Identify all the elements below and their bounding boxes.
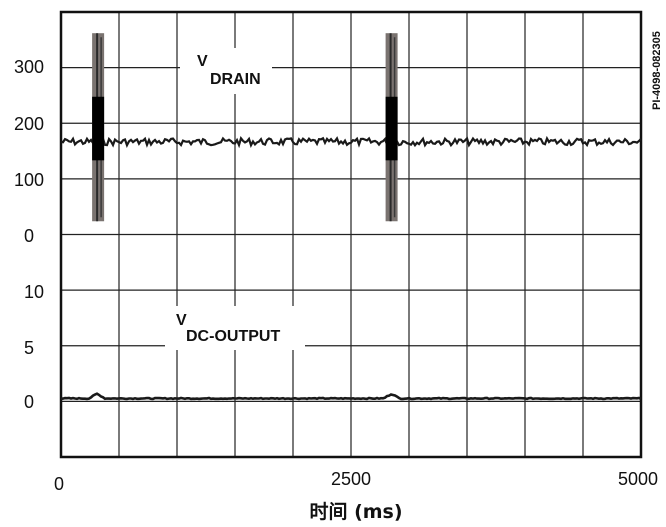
output-label-prefix: V bbox=[176, 312, 187, 329]
y-tick-label: 10 bbox=[24, 282, 44, 302]
grid-lines bbox=[61, 12, 641, 457]
y-tick-label: 5 bbox=[24, 338, 34, 358]
output-label-bg bbox=[165, 306, 305, 350]
output-label: V DC-OUTPUT bbox=[176, 312, 280, 345]
x-axis-label: 时间 (ms) bbox=[309, 501, 402, 523]
y-tick-labels: 300 200 100 0 10 5 0 bbox=[14, 57, 44, 412]
drain-trace bbox=[60, 135, 642, 149]
output-trace bbox=[60, 392, 642, 401]
y-tick-label: 0 bbox=[24, 392, 34, 412]
series-layer bbox=[60, 33, 642, 401]
output-label-subscript: DC-OUTPUT bbox=[186, 328, 280, 345]
drain-spike-core bbox=[92, 96, 105, 161]
plot-frame bbox=[59, 10, 643, 459]
drain-label-subscript: DRAIN bbox=[210, 71, 261, 88]
part-number: PI-4098-082305 bbox=[651, 31, 663, 110]
drain-label-bg bbox=[180, 48, 272, 94]
x-tick-label: 2500 bbox=[331, 469, 371, 489]
y-tick-label: 300 bbox=[14, 57, 44, 77]
x-tick-label: 0 bbox=[54, 474, 64, 494]
drain-label-prefix: V bbox=[197, 53, 208, 70]
y-tick-label: 0 bbox=[24, 226, 34, 246]
drain-label: V DRAIN bbox=[197, 53, 261, 88]
y-tick-label: 200 bbox=[14, 114, 44, 134]
drain-spike-core bbox=[385, 96, 398, 161]
y-tick-label: 100 bbox=[14, 170, 44, 190]
x-tick-labels: 0 2500 5000 bbox=[54, 469, 658, 494]
x-tick-label: 5000 bbox=[618, 469, 658, 489]
